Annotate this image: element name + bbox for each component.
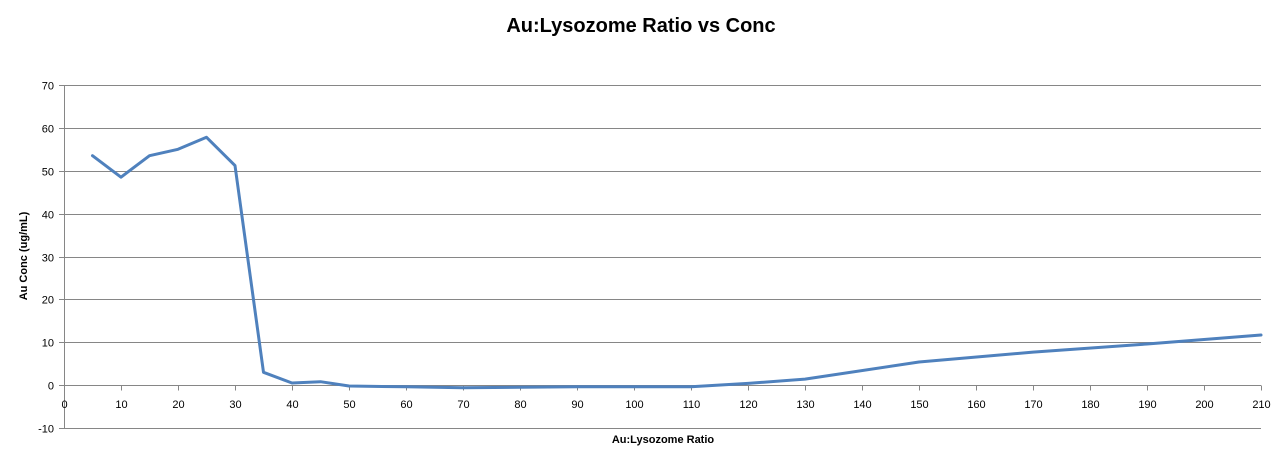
x-tick-label: 50	[343, 399, 355, 411]
data-point	[1031, 350, 1036, 355]
axes	[59, 85, 1262, 429]
x-tick-label: 170	[1024, 399, 1042, 411]
x-tick-label: 160	[967, 399, 985, 411]
data-point	[746, 381, 751, 386]
data-point	[318, 379, 323, 384]
data-point	[204, 135, 209, 140]
x-tick-label: 190	[1138, 399, 1156, 411]
x-tick-label: 130	[796, 399, 814, 411]
x-tick-label: 150	[910, 399, 928, 411]
x-axis-title: Au:Lysozome Ratio	[612, 434, 715, 446]
y-axis-title: Au Conc (ug/mL)	[18, 211, 30, 300]
y-tick-label: 40	[42, 210, 54, 222]
data-point	[347, 384, 352, 389]
data-point	[176, 147, 181, 152]
x-tick-label: 10	[115, 399, 127, 411]
y-tick-label: 10	[42, 338, 54, 350]
x-tick-label: 140	[853, 399, 871, 411]
series-lines	[90, 135, 1264, 390]
data-point	[147, 153, 152, 158]
data-point	[632, 384, 637, 389]
data-point	[689, 384, 694, 389]
x-tick-label: 0	[61, 399, 67, 411]
y-tick-labels: -10 0 10 20 30 40 50 60 70	[38, 81, 54, 436]
y-tick-label: -10	[38, 424, 54, 436]
chart-title: Au:Lysozome Ratio vs Conc	[506, 15, 775, 37]
y-tick-label: 70	[42, 81, 54, 93]
x-tick-label: 110	[683, 399, 701, 411]
x-tick-labels: 0 10 20 30 40 50 60 70 80 90 100 110 120 130 140 150 160…	[61, 399, 1270, 411]
x-tick-label: 30	[229, 399, 241, 411]
data-point	[461, 385, 466, 390]
data-point	[575, 384, 580, 389]
x-tick-label: 100	[625, 399, 643, 411]
y-tick-label: 50	[42, 167, 54, 179]
gridlines	[64, 85, 1261, 429]
y-tick-label: 30	[42, 253, 54, 265]
x-tick-label: 180	[1081, 399, 1099, 411]
data-point	[518, 385, 523, 390]
x-tick-label: 40	[286, 399, 298, 411]
data-point	[261, 370, 266, 375]
data-point	[90, 153, 95, 158]
y-tick-label: 20	[42, 295, 54, 307]
series-line-0	[91, 135, 1263, 390]
x-tick-label: 90	[571, 399, 583, 411]
data-point	[917, 360, 922, 365]
data-point	[290, 381, 295, 386]
x-tick-label: 60	[400, 399, 412, 411]
data-point	[404, 384, 409, 389]
y-tick-label: 60	[42, 124, 54, 136]
x-tick-label: 70	[457, 399, 469, 411]
data-point	[803, 377, 808, 382]
x-tick-label: 80	[514, 399, 526, 411]
data-point	[233, 163, 238, 168]
data-point	[119, 175, 124, 180]
x-tick-label: 20	[172, 399, 184, 411]
x-tick-label: 120	[739, 399, 757, 411]
y-tick-label: 0	[48, 381, 54, 393]
x-tick-label: 200	[1195, 399, 1213, 411]
data-point	[1259, 333, 1264, 338]
x-tick-label: 210	[1252, 399, 1270, 411]
data-point	[1145, 342, 1150, 347]
